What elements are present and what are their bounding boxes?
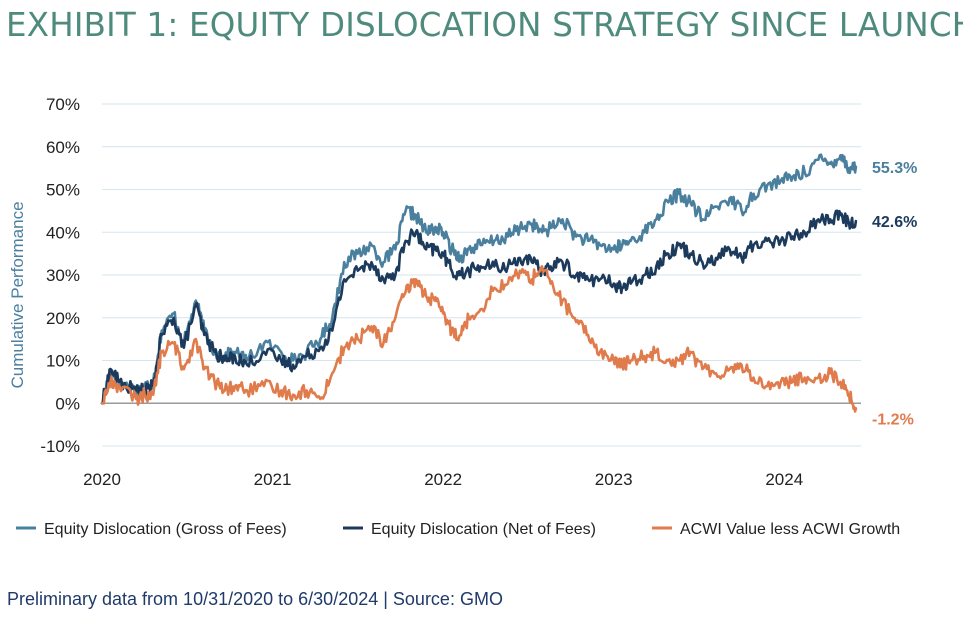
- legend: Equity Dislocation (Gross of Fees) Equity…: [16, 521, 900, 538]
- x-tick-label: 2024: [765, 470, 803, 489]
- y-tick-label: 10%: [46, 352, 80, 371]
- y-tick-label: 40%: [46, 223, 80, 242]
- x-tick-label: 2021: [254, 470, 292, 489]
- y-tick-label: 0%: [55, 394, 80, 413]
- legend-item-acwi: ACWI Value less ACWI Growth: [652, 521, 900, 538]
- y-tick-label: 70%: [46, 95, 80, 114]
- net-end-label: 42.6%: [872, 214, 917, 231]
- x-tick-label: 2022: [424, 470, 462, 489]
- x-tick-label: 2023: [595, 470, 633, 489]
- y-tick-label: -10%: [40, 437, 80, 456]
- acwi-end-label: -1.2%: [872, 411, 914, 428]
- x-tick-label: 2020: [83, 470, 121, 489]
- y-tick-label: 60%: [46, 138, 80, 157]
- legend-label: Equity Dislocation (Gross of Fees): [44, 521, 287, 538]
- legend-label: ACWI Value less ACWI Growth: [680, 521, 900, 538]
- legend-item-net: Equity Dislocation (Net of Fees): [343, 521, 596, 538]
- y-tick-label: 30%: [46, 266, 80, 285]
- net-series-line: [100, 209, 858, 405]
- y-axis-title: Cumulative Performance: [8, 201, 27, 388]
- y-tick-label: 20%: [46, 309, 80, 328]
- end-labels: 55.3% 42.6% -1.2%: [872, 160, 917, 429]
- axes: -10% 0% 10% 20% 30% 40% 50% 60% 70% 2020 2021 2022 2…: [8, 95, 861, 489]
- legend-label: Equity Dislocation (Net of Fees): [371, 521, 596, 538]
- gridlines: [102, 103, 861, 447]
- y-tick-label: 50%: [46, 181, 80, 200]
- cumulative-performance-chart: -10% 0% 10% 20% 30% 40% 50% 60% 70% 2020 2021 2022 2…: [8, 95, 917, 538]
- gross-end-label: 55.3%: [872, 160, 917, 177]
- legend-item-gross: Equity Dislocation (Gross of Fees): [16, 521, 287, 538]
- footnote: Preliminary data from 10/31/2020 to 6/30…: [7, 589, 503, 609]
- series-lines: [100, 153, 858, 413]
- acwi-series-line: [100, 265, 858, 413]
- exhibit-title: EXHIBIT 1: EQUITY DISLOCATION STRATEGY S…: [6, 6, 963, 44]
